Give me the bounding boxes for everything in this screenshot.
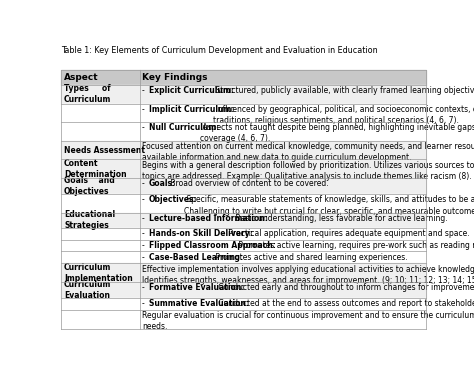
- Text: Begins with a general description followed by prioritization. Utilizes various s: Begins with a general description follow…: [143, 161, 474, 181]
- Text: Conducted at the end to assess outcomes and report to stakeholders.: Conducted at the end to assess outcomes …: [217, 299, 474, 308]
- Bar: [139, 252, 426, 263]
- Bar: [61, 178, 139, 194]
- Text: Types     of
Curriculum: Types of Curriculum: [64, 84, 111, 104]
- Text: -: -: [143, 283, 147, 292]
- Bar: [61, 213, 139, 228]
- Text: Curriculum
Evaluation: Curriculum Evaluation: [64, 280, 111, 300]
- Bar: [61, 85, 139, 104]
- Bar: [139, 213, 426, 228]
- Text: Needs Assessment: Needs Assessment: [64, 145, 145, 155]
- Text: -: -: [143, 105, 147, 114]
- Text: Goals    and
Objectives: Goals and Objectives: [64, 176, 115, 196]
- Text: Conducted early and throughout to inform changes for improvement.: Conducted early and throughout to inform…: [217, 283, 474, 292]
- Bar: [139, 178, 426, 194]
- Text: -: -: [143, 124, 147, 132]
- Bar: [61, 160, 139, 178]
- Text: -: -: [143, 196, 147, 204]
- Text: Broad overview of content to be covered.: Broad overview of content to be covered.: [168, 179, 328, 188]
- Text: Basic understanding, less favorable for active learning.: Basic understanding, less favorable for …: [233, 214, 447, 223]
- Bar: [139, 240, 426, 252]
- Text: -: -: [143, 299, 147, 308]
- Bar: [61, 122, 139, 141]
- Bar: [139, 122, 426, 141]
- Text: Objectives:: Objectives:: [149, 196, 197, 204]
- Text: -: -: [143, 241, 147, 250]
- Bar: [61, 70, 139, 85]
- Bar: [61, 252, 139, 263]
- Bar: [139, 104, 426, 122]
- Text: -: -: [143, 229, 147, 238]
- Text: Regular evaluation is crucial for continuous improvement and to ensure the curri: Regular evaluation is crucial for contin…: [143, 311, 474, 331]
- Text: -: -: [143, 214, 147, 223]
- Text: Explicit Curriculum:: Explicit Curriculum:: [149, 86, 234, 95]
- Text: -: -: [143, 86, 147, 95]
- Text: Formative Evaluation:: Formative Evaluation:: [149, 283, 244, 292]
- Text: Curriculum
Implementation: Curriculum Implementation: [64, 263, 133, 283]
- Text: Structured, publicly available, with clearly framed learning objectives (4, 6, 7: Structured, publicly available, with cle…: [213, 86, 474, 95]
- Text: Influenced by geographical, political, and socioeconomic contexts, considering
t: Influenced by geographical, political, a…: [213, 105, 474, 125]
- Text: Summative Evaluation:: Summative Evaluation:: [149, 299, 249, 308]
- Text: Case-Based Learning:: Case-Based Learning:: [149, 253, 243, 262]
- Text: Goals:: Goals:: [149, 179, 176, 188]
- Bar: [61, 141, 139, 160]
- Bar: [139, 160, 426, 178]
- Text: Content
Determination: Content Determination: [64, 159, 127, 179]
- Bar: [61, 194, 139, 213]
- Bar: [139, 263, 426, 282]
- Bar: [139, 70, 426, 85]
- Text: Implicit Curriculum:: Implicit Curriculum:: [149, 105, 234, 114]
- Bar: [61, 310, 139, 329]
- Bar: [139, 310, 426, 329]
- Bar: [139, 141, 426, 160]
- Bar: [61, 240, 139, 252]
- Text: Effective implementation involves applying educational activities to achieve kno: Effective implementation involves applyi…: [143, 265, 474, 285]
- Text: Lecture-based Information:: Lecture-based Information:: [149, 214, 267, 223]
- Bar: [139, 85, 426, 104]
- Text: Specific, measurable statements of knowledge, skills, and attitudes to be attain: Specific, measurable statements of knowl…: [184, 196, 474, 216]
- Text: Null Curriculum:: Null Curriculum:: [149, 124, 219, 132]
- Text: Promotes active and shared learning experiences.: Promotes active and shared learning expe…: [213, 253, 408, 262]
- Text: Educational
Strategies: Educational Strategies: [64, 210, 115, 230]
- Text: Hands-on Skill Delivery:: Hands-on Skill Delivery:: [149, 229, 253, 238]
- Text: Flipped Classroom Approach:: Flipped Classroom Approach:: [149, 241, 275, 250]
- Text: -: -: [143, 179, 147, 188]
- Bar: [139, 228, 426, 240]
- Text: Promotes active learning, requires pre-work such as reading materials.: Promotes active learning, requires pre-w…: [236, 241, 474, 250]
- Bar: [139, 282, 426, 298]
- Bar: [61, 263, 139, 282]
- Bar: [61, 298, 139, 310]
- Text: Key Findings: Key Findings: [143, 73, 208, 82]
- Bar: [139, 298, 426, 310]
- Bar: [61, 228, 139, 240]
- Text: Aspect: Aspect: [64, 73, 99, 82]
- Text: Practical application, requires adequate equipment and space.: Practical application, requires adequate…: [226, 229, 470, 238]
- Bar: [61, 282, 139, 298]
- Text: -: -: [143, 253, 147, 262]
- Text: Aspects not taught despite being planned, highlighting inevitable gaps in curric: Aspects not taught despite being planned…: [201, 124, 474, 144]
- Text: Focused attention on current medical knowledge, community needs, and learner res: Focused attention on current medical kno…: [143, 142, 474, 162]
- Bar: [139, 194, 426, 213]
- Bar: [61, 104, 139, 122]
- Text: Table 1: Key Elements of Curriculum Development and Evaluation in Education: Table 1: Key Elements of Curriculum Deve…: [61, 46, 378, 55]
